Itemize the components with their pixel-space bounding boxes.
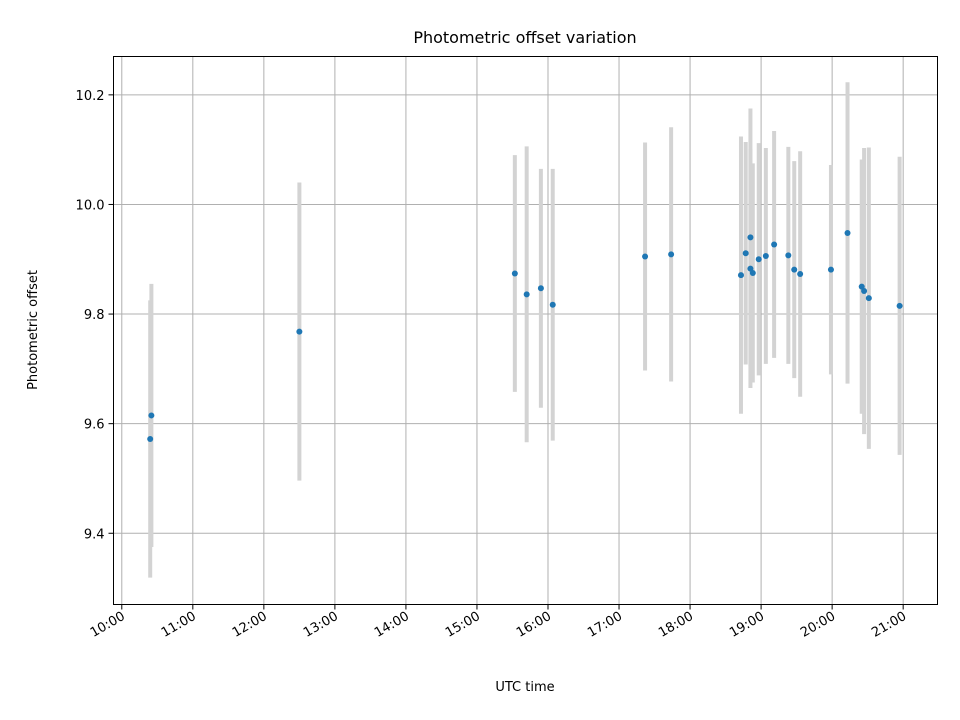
data-point — [749, 269, 756, 276]
data-point — [742, 250, 749, 257]
x-tick-label: 11:00 — [159, 609, 199, 641]
data-point — [827, 266, 834, 273]
x-tick-label: 13:00 — [301, 609, 341, 641]
data-point — [755, 256, 762, 263]
x-tick-label: 19:00 — [727, 609, 767, 641]
data-point — [762, 252, 769, 259]
data-point — [296, 328, 303, 335]
data-point — [148, 412, 155, 419]
data-point — [537, 285, 544, 292]
y-tick-label: 10.2 — [76, 89, 105, 104]
data-point — [791, 266, 798, 273]
data-point — [896, 302, 903, 309]
y-tick-label: 10.0 — [76, 198, 105, 213]
chart-title: Photometric offset variation — [413, 28, 636, 47]
x-tick-label: 12:00 — [230, 609, 270, 641]
data-point — [861, 288, 868, 295]
x-tick-label: 10:00 — [88, 609, 128, 641]
error-bars — [148, 82, 902, 578]
x-tick-label: 14:00 — [372, 609, 412, 641]
data-points — [147, 229, 903, 443]
x-tick-label: 18:00 — [656, 609, 696, 641]
data-point — [865, 295, 872, 302]
data-point — [511, 270, 518, 277]
x-tick-label: 20:00 — [798, 609, 838, 641]
data-point — [523, 291, 530, 298]
x-axis-label: UTC time — [495, 680, 554, 695]
data-point — [797, 271, 804, 278]
data-point — [147, 436, 154, 443]
x-tick-label: 21:00 — [869, 609, 909, 641]
data-point — [642, 253, 649, 260]
y-tick-label: 9.6 — [84, 418, 105, 433]
x-tick-label: 17:00 — [585, 609, 625, 641]
x-tick-label: 16:00 — [514, 609, 554, 641]
data-point — [737, 272, 744, 279]
plot-frame — [113, 56, 938, 605]
data-point — [747, 234, 754, 241]
data-point — [549, 301, 556, 308]
data-point — [858, 283, 865, 290]
data-point — [771, 241, 778, 248]
y-tick-label: 9.4 — [84, 527, 105, 542]
data-point — [747, 265, 754, 272]
data-point — [668, 251, 675, 258]
ticks: 10:00 11:00 12:00 13:00 14:00 15:00 16:00 17:00… — [76, 89, 910, 641]
data-point — [785, 252, 792, 259]
y-tick-label: 9.8 — [84, 308, 105, 323]
x-tick-label: 15:00 — [443, 609, 483, 641]
y-axis-label: Photometric offset — [26, 270, 41, 390]
data-point — [844, 229, 851, 236]
